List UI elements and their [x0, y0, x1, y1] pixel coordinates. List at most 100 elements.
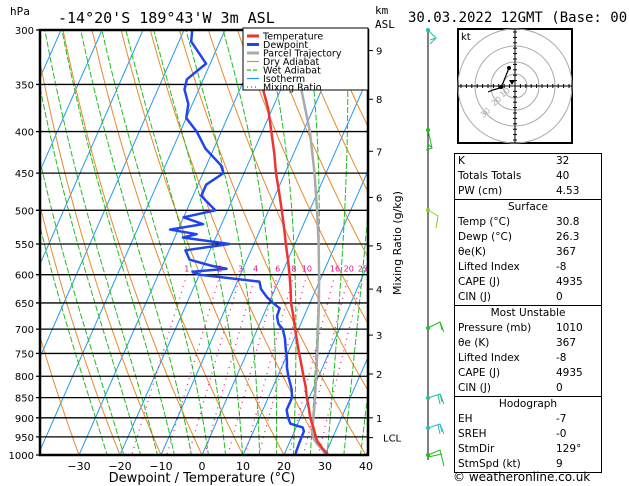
- y2-axis-title: Mixing Ratio (g/kg): [391, 191, 404, 295]
- dry-adiabat-line: [62, 30, 203, 455]
- pressure-tick-label: 800: [15, 372, 34, 383]
- dry-adiabat-line: [178, 30, 367, 455]
- isotherm-line: [40, 30, 144, 266]
- stat-row: Totals Totals 40: [455, 169, 601, 184]
- temperature-tick-label: −20: [108, 460, 131, 473]
- legend-label: Wet Adiabat: [263, 66, 321, 77]
- isotherm-line: [40, 30, 185, 359]
- stat-value: 9: [556, 458, 563, 470]
- temperature-tick-label: 30: [318, 460, 332, 473]
- km-tick-label: 1: [376, 414, 382, 425]
- stat-row: CAPE (J) 4935: [455, 275, 601, 290]
- mixing-ratio-label: 10: [302, 265, 312, 274]
- stat-value: -0: [556, 428, 567, 440]
- stat-value: 1010: [556, 322, 583, 334]
- stat-label: θe (K): [458, 337, 490, 349]
- y-axis-unit: hPa: [10, 5, 30, 18]
- wet-adiabat-line: [343, 207, 368, 455]
- stat-label: Totals Totals: [458, 170, 522, 182]
- location-title: -14°20'S 189°43'W 3m ASL: [58, 9, 275, 27]
- legend-label: Parcel Trajectory: [263, 49, 342, 60]
- isotherm-line: [283, 262, 368, 455]
- stat-label: CAPE (J): [458, 276, 501, 288]
- stat-value: 26.3: [556, 231, 580, 243]
- mixing-ratio-label: 2: [217, 265, 222, 274]
- stat-row: SREH -0: [455, 427, 601, 442]
- wind-barb-point: [426, 396, 430, 400]
- stat-row: Pressure (mb) 1010: [455, 321, 601, 336]
- stat-row: StmDir 129°: [455, 442, 601, 457]
- km-tick-label: 8: [376, 95, 382, 106]
- stat-row: CIN (J) 0: [455, 290, 601, 305]
- temperature-tick-label: 20: [277, 460, 291, 473]
- stat-label: CIN (J): [458, 382, 491, 394]
- pressure-tick-label: 850: [15, 394, 34, 405]
- stat-label: StmSpd (kt): [458, 458, 521, 470]
- plot-frame: [38, 28, 370, 457]
- stat-label: K: [458, 155, 465, 167]
- wet-adiabat-line: [125, 30, 227, 455]
- stat-row: Lifted Index -8: [455, 351, 601, 366]
- dry-adiabat-line: [91, 30, 244, 455]
- stat-label: Temp (°C): [458, 216, 511, 228]
- wind-barb-point: [426, 208, 430, 212]
- wind-barb: [425, 129, 433, 151]
- wind-barb-point: [426, 453, 430, 457]
- stat-value: 4.53: [556, 185, 580, 197]
- dry-adiabat-line: [40, 334, 80, 455]
- stat-value: 129°: [556, 443, 582, 455]
- section-title: Surface: [507, 201, 548, 213]
- stat-row: CIN (J) 0: [455, 381, 601, 396]
- temperature-tick-label: 40: [359, 460, 373, 473]
- stat-row: Dewp (°C) 26.3: [455, 230, 601, 245]
- dry-adiabat-line: [40, 203, 121, 455]
- wind-barb: [427, 29, 437, 45]
- pressure-tick-label: 650: [15, 299, 34, 310]
- wet-adiabat-line: [222, 30, 278, 455]
- km-tick-label: 7: [376, 147, 382, 158]
- stat-label: Lifted Index: [458, 261, 520, 273]
- km-axis-label: km: [375, 4, 389, 17]
- hodograph-point: [507, 66, 511, 70]
- stat-label: EH: [458, 413, 473, 425]
- wet-adiabat-line: [44, 30, 158, 455]
- wind-barb: [427, 321, 445, 333]
- stat-value: 0: [556, 291, 563, 303]
- pressure-tick-label: 400: [15, 128, 34, 139]
- stat-row: Lifted Index -8: [455, 260, 601, 275]
- pressure-tick-label: 950: [15, 433, 34, 444]
- wet-adiabat-line: [326, 30, 349, 455]
- stat-value: 367: [556, 337, 577, 349]
- pressure-tick-label: 500: [15, 206, 34, 217]
- hodograph-point: [499, 85, 503, 89]
- stat-value: 30.8: [556, 216, 580, 228]
- wet-adiabat-line: [40, 224, 108, 455]
- km-tick-label: 4: [376, 285, 382, 296]
- stat-label: CAPE (J): [458, 367, 501, 379]
- section-title: Hodograph: [498, 398, 558, 410]
- mixing-ratio-line: [131, 274, 188, 455]
- km-tick-label: 9: [376, 47, 382, 58]
- mixing-ratio-label: 4: [253, 265, 258, 274]
- pressure-tick-label: 900: [15, 414, 34, 425]
- mixing-ratio-labels: 1 2 3 4 6 8 10 16 20 25: [184, 265, 368, 274]
- stats-hodograph: Hodograph EH -7 SREH -0 StmDir 129° StmSpd …: [454, 396, 602, 473]
- mixing-ratio-label: 3: [238, 265, 243, 274]
- temperature-tick-label: −30: [67, 460, 90, 473]
- stat-label: CIN (J): [458, 291, 491, 303]
- stats-surface: Surface Temp (°C) 30.8 Dewp (°C) 26.3 θe(K…: [454, 199, 602, 306]
- stat-value: 0: [556, 382, 563, 394]
- stat-row: θe(K) 367: [455, 245, 601, 260]
- temperature-tick-label: 10: [236, 460, 250, 473]
- stat-value: 4935: [556, 276, 583, 288]
- dry-adiabat-line: [120, 30, 285, 455]
- dry-adiabat-line: [295, 30, 368, 193]
- dry-adiabat-line: [236, 30, 368, 325]
- pressure-tick-label: 300: [15, 26, 34, 37]
- wind-barb-point: [426, 426, 430, 430]
- stat-row: K 32: [455, 154, 601, 169]
- pressure-tick-label: 600: [15, 271, 34, 282]
